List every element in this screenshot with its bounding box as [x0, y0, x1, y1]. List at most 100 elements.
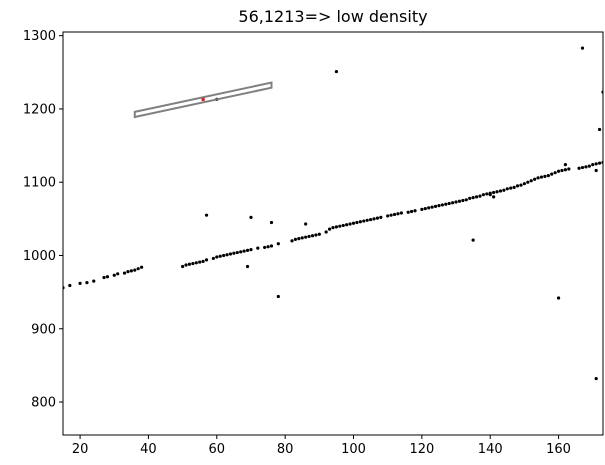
data-point [85, 280, 89, 285]
data-point [577, 166, 581, 170]
data-point [515, 184, 520, 188]
data-point [338, 224, 342, 228]
data-point [533, 177, 537, 181]
data-point [225, 253, 229, 257]
data-point [444, 202, 448, 206]
data-point [232, 251, 236, 255]
data-point [447, 201, 451, 206]
data-point [556, 169, 561, 173]
data-point [314, 233, 318, 237]
data-point [129, 269, 133, 273]
data-point [584, 165, 588, 169]
data-point [204, 258, 209, 262]
data-point [492, 190, 496, 195]
y-tick-label: 1000 [23, 249, 56, 264]
chart-title: 56,1213=> low density [238, 7, 427, 26]
data-point [266, 245, 270, 249]
data-point [327, 227, 332, 231]
data-point [386, 214, 390, 218]
data-point [372, 217, 376, 221]
data-point [276, 294, 280, 299]
data-point [263, 245, 267, 250]
data-point [304, 235, 308, 239]
data-point [451, 201, 455, 205]
data-point [365, 218, 369, 222]
data-point [509, 186, 513, 190]
data-point [136, 267, 140, 271]
data-point [368, 217, 373, 222]
data-point [488, 193, 492, 197]
data-point [334, 69, 339, 74]
data-point [502, 188, 506, 192]
x-tick-label: 100 [341, 442, 366, 457]
data-point [242, 249, 246, 253]
data-point [468, 196, 472, 200]
y-tick-label: 1200 [23, 102, 56, 117]
data-point [423, 206, 427, 211]
data-point [334, 225, 339, 229]
data-point [440, 203, 444, 207]
data-point [375, 216, 380, 220]
data-point [427, 206, 431, 210]
data-point [594, 376, 598, 381]
data-point [563, 168, 568, 172]
data-point [522, 182, 526, 186]
data-point [307, 234, 311, 239]
data-point [543, 174, 547, 178]
data-point [358, 220, 362, 224]
data-point [222, 253, 226, 258]
y-tick-label: 900 [31, 322, 56, 337]
data-point [92, 279, 96, 283]
data-point [300, 236, 304, 240]
data-point [269, 244, 274, 248]
data-point [512, 185, 516, 189]
highlight-point [201, 97, 205, 102]
data-point [184, 263, 188, 267]
data-point [191, 261, 195, 266]
data-point [228, 252, 233, 256]
data-point [567, 167, 571, 171]
data-point [239, 250, 243, 254]
data-point [406, 210, 410, 214]
data-point [396, 212, 400, 216]
data-point [310, 234, 315, 238]
data-point [474, 195, 479, 199]
data-point [245, 264, 250, 269]
data-point [485, 192, 489, 196]
data-point [536, 176, 540, 180]
x-tick-label: 160 [546, 442, 571, 457]
x-tick-label: 60 [209, 442, 226, 457]
data-point [379, 215, 383, 219]
data-point [276, 242, 280, 246]
data-point [413, 209, 417, 213]
data-point [78, 281, 82, 285]
data-point [140, 265, 144, 269]
data-point [345, 223, 349, 227]
data-point [539, 175, 544, 179]
x-tick-label: 20 [72, 442, 89, 457]
data-point [420, 207, 424, 211]
x-tick-label: 120 [409, 442, 434, 457]
data-point [351, 221, 356, 225]
data-point [546, 174, 550, 178]
data-point [392, 212, 397, 217]
data-point [505, 187, 509, 191]
data-point [68, 283, 72, 288]
data-point [597, 127, 602, 132]
data-point [235, 250, 239, 255]
data-point [341, 223, 345, 228]
data-point [355, 220, 359, 225]
data-point [478, 194, 482, 198]
data-point [198, 260, 202, 264]
data-point [181, 264, 185, 269]
data-point [587, 164, 591, 168]
x-tick-label: 40 [140, 442, 157, 457]
data-point [105, 275, 110, 279]
data-point [348, 222, 352, 226]
data-point [218, 254, 222, 258]
data-point [331, 226, 335, 230]
data-point [560, 168, 564, 173]
query-box [133, 81, 273, 119]
data-point [112, 273, 116, 277]
